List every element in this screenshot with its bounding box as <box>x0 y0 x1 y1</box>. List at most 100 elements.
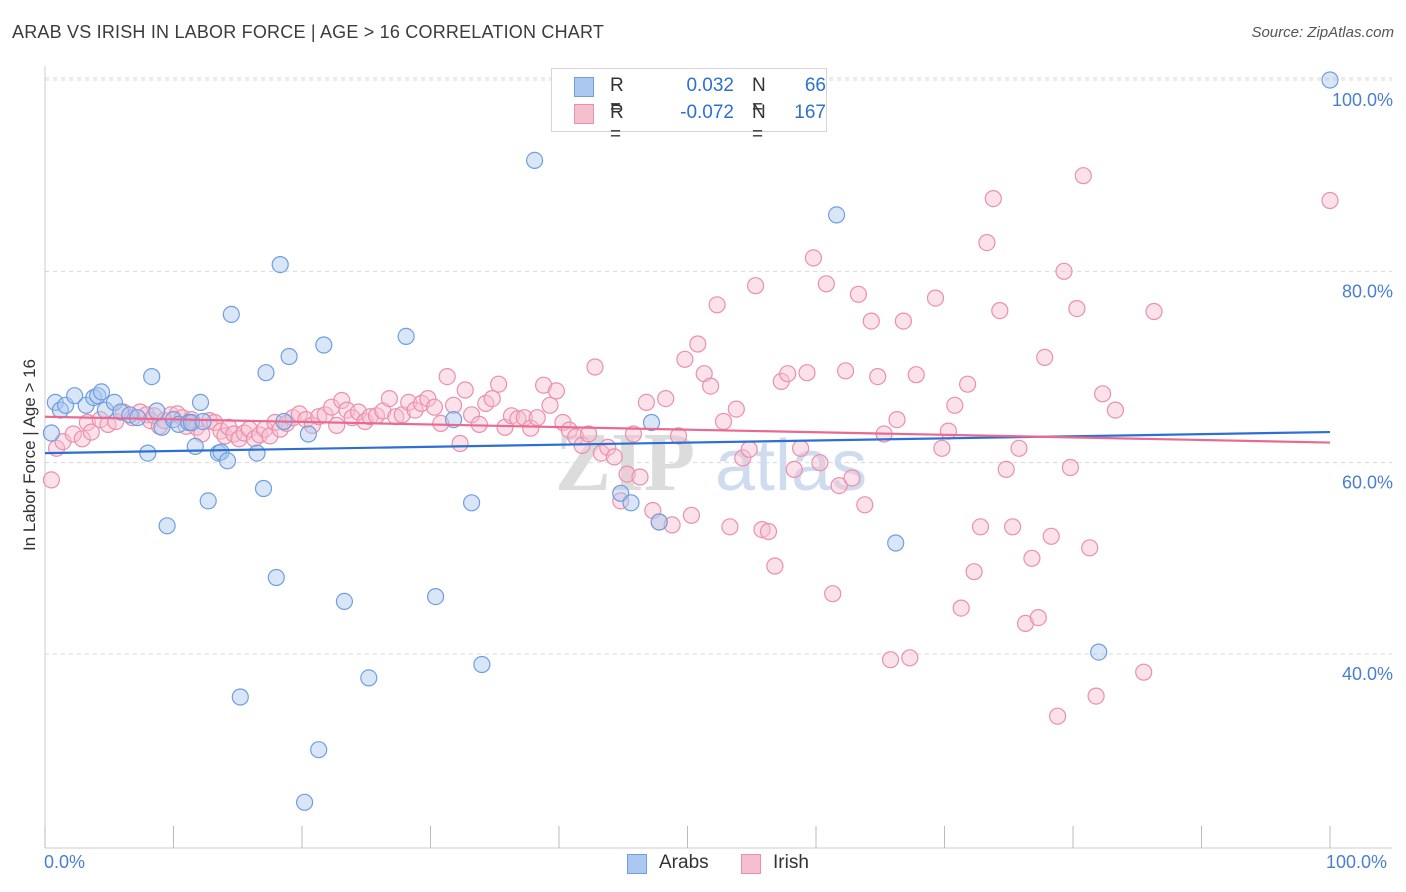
irish-point <box>425 398 443 416</box>
irish-point <box>528 409 546 427</box>
irish-point <box>946 396 964 414</box>
arab-point <box>360 669 378 687</box>
irish-point <box>824 585 842 603</box>
arab-point <box>296 793 314 811</box>
irish-point <box>727 400 745 418</box>
arab-point <box>335 592 353 611</box>
irish-point <box>624 425 643 443</box>
irish-point <box>721 518 739 536</box>
irish-point <box>1081 539 1099 557</box>
irish-point <box>997 460 1015 478</box>
arab-point <box>194 412 212 431</box>
irish-point <box>894 312 913 330</box>
irish-point <box>579 425 598 443</box>
arab-point <box>254 479 273 498</box>
irish-point <box>791 439 810 457</box>
arab-point <box>158 517 176 535</box>
irish-point <box>541 396 559 414</box>
irish-point <box>753 520 771 539</box>
irish-point <box>952 599 970 617</box>
arab-point <box>280 347 298 366</box>
irish-point <box>682 506 701 524</box>
irish-legend-swatch <box>741 854 761 874</box>
irish-point <box>926 289 945 307</box>
r-value: 0.032 <box>686 75 734 96</box>
arab-point <box>827 206 846 224</box>
irish-point <box>689 335 707 353</box>
irish-point <box>746 277 765 295</box>
irish-point <box>586 358 604 376</box>
irish-point <box>1055 262 1073 280</box>
irish-point <box>701 377 720 395</box>
arab-point <box>473 655 491 674</box>
irish-point <box>862 312 880 330</box>
arabs-legend-label: Arabs <box>659 852 709 873</box>
irish-point <box>1003 518 1022 536</box>
irish-point <box>740 440 758 458</box>
irish-point <box>445 396 463 414</box>
arabs-legend-swatch <box>627 854 647 874</box>
trend-layer <box>44 415 1331 455</box>
irish-point <box>73 430 91 448</box>
irish-point <box>958 375 977 393</box>
irish-point <box>1042 527 1060 545</box>
arab-point <box>191 393 210 411</box>
irish-point <box>856 496 874 514</box>
irish-point <box>1106 401 1125 419</box>
arab-point <box>299 425 317 443</box>
arab-point <box>148 402 166 420</box>
y-tick-label: 60.0% <box>1342 473 1393 493</box>
irish-point <box>785 460 803 478</box>
arabs-swatch <box>574 77 594 97</box>
y-tick-label: 80.0% <box>1342 281 1393 301</box>
y-tick-label: 100.0% <box>1332 90 1393 110</box>
arab-point <box>650 513 668 531</box>
irish-point <box>438 368 456 386</box>
irish-point <box>1023 549 1041 567</box>
irish-point <box>708 296 726 314</box>
irish-point <box>310 408 328 426</box>
irish-point <box>907 366 925 384</box>
n-value: 167 <box>794 102 826 123</box>
irish-point <box>560 421 578 439</box>
arab-point <box>1090 643 1108 661</box>
irish-point <box>618 465 636 483</box>
irish-point <box>836 362 855 380</box>
irish-point <box>483 390 501 408</box>
arab-point <box>92 383 111 401</box>
irish-swatch <box>574 104 594 124</box>
irish-point <box>64 425 82 443</box>
irish-point <box>663 516 681 534</box>
source-label: Source: ZipAtlas.com <box>1251 24 1394 41</box>
arab-point <box>267 568 285 587</box>
arab-point <box>218 452 237 470</box>
irish-point <box>991 302 1009 320</box>
irish-point <box>714 412 733 431</box>
irish-point <box>42 471 61 489</box>
arab-point <box>642 413 661 432</box>
irish-point <box>843 469 861 487</box>
arab-point <box>445 411 463 429</box>
arab-point <box>212 443 230 461</box>
n-label: N = <box>752 75 766 118</box>
arab-point <box>42 424 61 442</box>
irish-point <box>817 275 835 293</box>
arab-point <box>199 492 217 510</box>
x-tick-label-min: 0.0% <box>44 852 86 872</box>
irish-point <box>869 368 887 386</box>
irish-point <box>1145 302 1163 321</box>
irish-legend-label: Irish <box>773 852 809 873</box>
irish-point <box>830 477 848 495</box>
irish-point <box>888 411 906 429</box>
irish-point <box>380 390 398 408</box>
irish-point <box>297 411 315 429</box>
irish-point <box>676 350 694 368</box>
arab-point <box>427 587 445 606</box>
arab-point <box>186 437 204 455</box>
irish-point <box>657 390 675 408</box>
irish-point <box>971 518 990 536</box>
irish-point <box>1093 385 1112 403</box>
irish-point <box>432 414 450 432</box>
irish-point <box>637 393 656 411</box>
